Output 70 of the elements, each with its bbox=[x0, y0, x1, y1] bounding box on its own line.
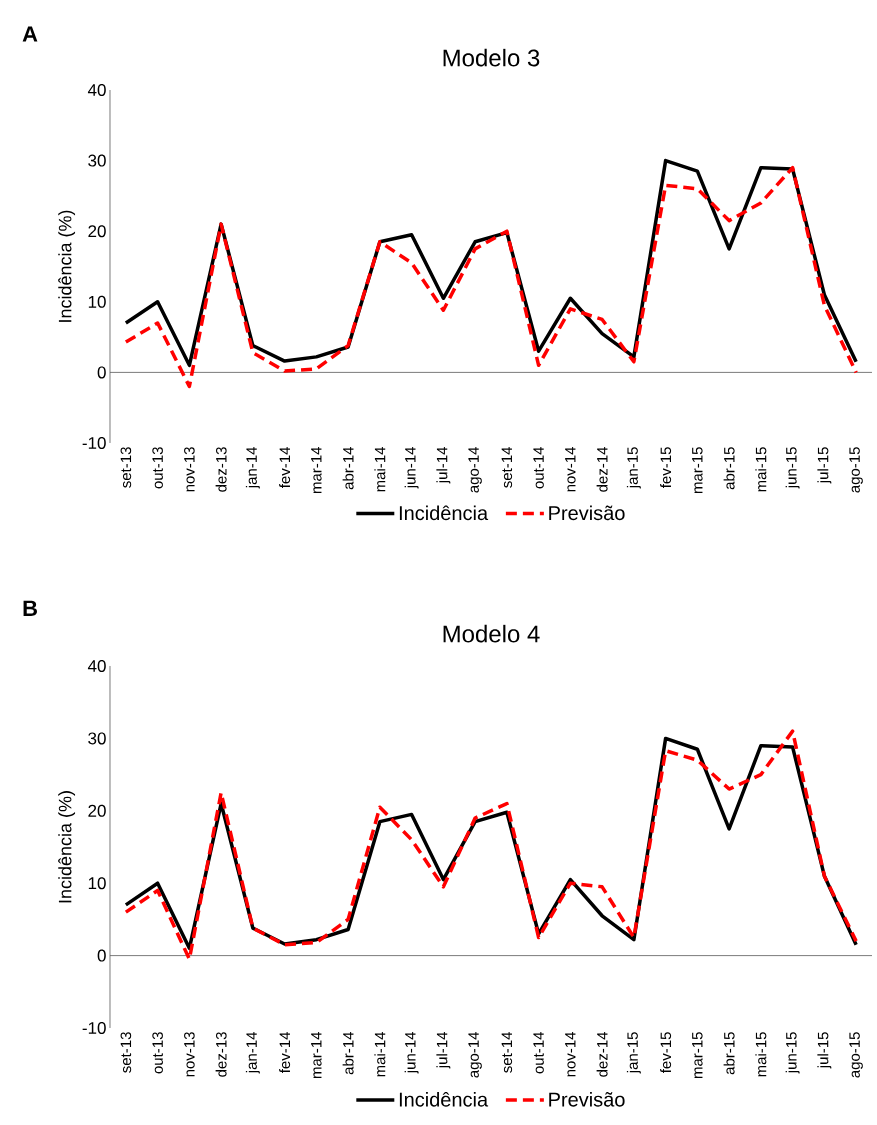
y-tick-label: 10 bbox=[88, 877, 106, 890]
x-tick-label: nov-13 bbox=[184, 447, 195, 492]
x-tick-label: fev-15 bbox=[660, 1032, 672, 1073]
x-tick-label: ago-15 bbox=[849, 1032, 863, 1078]
x-tick-label: ago-14 bbox=[468, 1031, 482, 1078]
x-tick-label: jul-14 bbox=[436, 1031, 451, 1069]
x-tick-label: dez-14 bbox=[596, 446, 608, 492]
x-tick-label: ago-14 bbox=[468, 446, 482, 493]
x-tick-label: set-13 bbox=[120, 447, 132, 488]
y-tick-label: 0 bbox=[97, 366, 106, 379]
x-tick-label: dez-13 bbox=[215, 1032, 227, 1077]
x-tick-label: jan-15 bbox=[626, 1032, 641, 1074]
text: A bbox=[22, 26, 38, 42]
x-tick-label: abr-15 bbox=[723, 1032, 735, 1075]
x-tick-label: ago-15 bbox=[849, 447, 863, 493]
x-tick-label: mar-14 bbox=[311, 446, 322, 494]
x-tick-label: abr-14 bbox=[342, 446, 354, 490]
y-tick-label: -10 bbox=[82, 436, 106, 450]
x-tick-label: nov-13 bbox=[184, 1032, 195, 1077]
y-tick-label: 20 bbox=[88, 225, 106, 238]
y-axis-title: Incidência (%) bbox=[58, 791, 76, 903]
x-tick-label: fev-14 bbox=[279, 446, 291, 488]
x-tick-label: set-13 bbox=[120, 1032, 132, 1073]
x-tick-label: jul-14 bbox=[436, 446, 451, 484]
x-tick-label: nov-14 bbox=[565, 1031, 576, 1077]
chart-title: Modelo 4 bbox=[443, 624, 540, 643]
legend-label: Incidência bbox=[399, 1091, 489, 1107]
x-tick-label: mar-15 bbox=[692, 447, 703, 494]
chart-title: Modelo 3 bbox=[443, 48, 540, 67]
text: B bbox=[23, 600, 37, 616]
x-tick-label: set-14 bbox=[501, 1031, 513, 1073]
x-tick-label: jan-14 bbox=[245, 1031, 260, 1074]
x-tick-label: dez-14 bbox=[596, 1031, 608, 1077]
x-tick-label: mar-14 bbox=[311, 1031, 322, 1079]
x-tick-label: abr-15 bbox=[723, 447, 735, 490]
legend-label: Incidência bbox=[399, 505, 489, 521]
x-tick-label: jan-15 bbox=[626, 447, 641, 489]
x-tick-label: out-14 bbox=[533, 446, 544, 489]
x-tick-label: jun-14 bbox=[404, 1031, 419, 1074]
x-tick-label: out-14 bbox=[533, 1031, 544, 1074]
y-tick-label: 10 bbox=[88, 295, 106, 308]
x-tick-label: mai-15 bbox=[755, 1032, 767, 1077]
y-tick-label: 30 bbox=[88, 154, 106, 167]
y-tick-label: 20 bbox=[88, 804, 106, 817]
x-tick-label: mai-14 bbox=[374, 1031, 386, 1077]
x-tick-label: jul-15 bbox=[817, 1032, 832, 1069]
x-tick-label: fev-14 bbox=[279, 1031, 291, 1073]
x-tick-label: jun-14 bbox=[404, 446, 419, 489]
x-tick-label: jun-15 bbox=[785, 447, 800, 489]
y-tick-label: 0 bbox=[97, 949, 106, 962]
x-tick-label: mai-15 bbox=[755, 447, 767, 492]
x-tick-label: mar-15 bbox=[692, 1032, 703, 1079]
y-tick-label: 40 bbox=[87, 83, 106, 97]
x-tick-label: jul-15 bbox=[817, 447, 832, 484]
x-tick-label: mai-14 bbox=[374, 446, 386, 492]
x-tick-label: abr-14 bbox=[342, 1031, 354, 1075]
x-tick-label: nov-14 bbox=[565, 446, 576, 492]
x-tick-label: fev-15 bbox=[660, 447, 672, 488]
x-tick-label: set-14 bbox=[501, 446, 513, 488]
legend-label: Previsão bbox=[549, 1091, 625, 1107]
x-tick-label: dez-13 bbox=[215, 447, 227, 492]
y-axis-title: Incidência (%) bbox=[58, 210, 76, 322]
y-tick-label: 40 bbox=[87, 659, 106, 673]
x-tick-label: out-13 bbox=[152, 1032, 163, 1074]
x-tick-label: jun-15 bbox=[785, 1032, 800, 1074]
legend-label: Previsão bbox=[549, 505, 625, 521]
y-tick-label: -10 bbox=[82, 1021, 106, 1035]
x-tick-label: out-13 bbox=[152, 447, 163, 489]
x-tick-label: jan-14 bbox=[245, 446, 260, 489]
y-tick-label: 30 bbox=[88, 732, 106, 745]
